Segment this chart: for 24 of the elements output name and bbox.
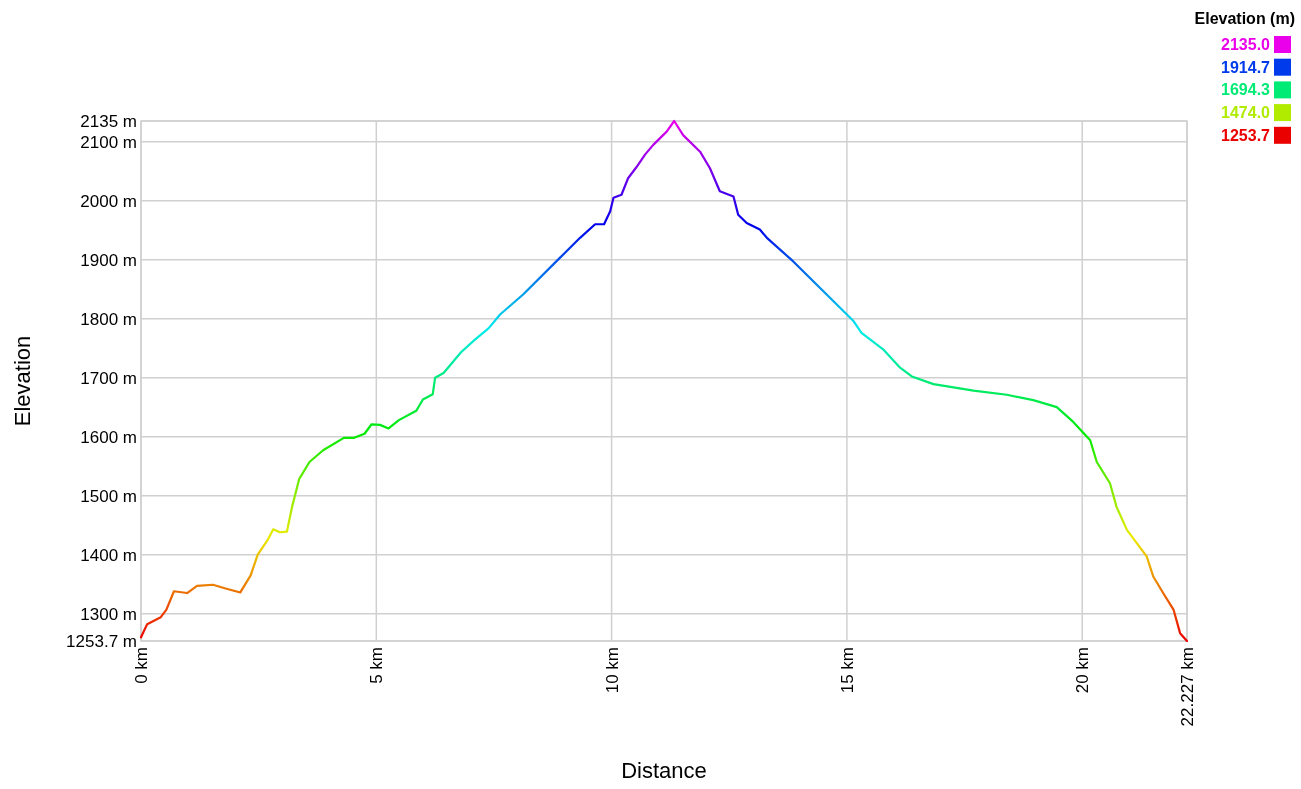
- color-bar-label: 1253.7: [1221, 126, 1271, 144]
- y-tick-label: 1500 m: [80, 486, 137, 506]
- y-tick-label: 1700 m: [80, 368, 137, 388]
- x-tick-label: 5 km: [367, 647, 387, 684]
- color-bar-label: 1474.0: [1221, 104, 1271, 122]
- y-tick-label: 1400 m: [80, 545, 137, 565]
- x-tick-label: 20 km: [1073, 647, 1093, 694]
- y-tick-label: 1900 m: [80, 250, 137, 270]
- y-tick-label: 1800 m: [80, 309, 137, 329]
- x-tick-label: 22.227 km: [1177, 647, 1197, 727]
- y-tick-label: 1300 m: [80, 604, 137, 624]
- color-bar-label: 1914.7: [1221, 58, 1271, 76]
- x-tick-label: 10 km: [602, 647, 622, 694]
- y-axis-title: Elevation: [10, 335, 35, 427]
- color-bar-label: 1694.3: [1221, 81, 1271, 99]
- color-bar-label: 2135.0: [1221, 36, 1271, 53]
- color-bar-title: Elevation (m): [1194, 10, 1295, 27]
- y-tick-label: 1600 m: [80, 427, 137, 447]
- line-series: [139, 119, 1189, 643]
- y-tick-label: 2000 m: [80, 191, 137, 211]
- x-tick-label: 15 km: [837, 647, 857, 694]
- y-tick-label: 2135 m: [80, 111, 137, 131]
- x-axis-title: Distance: [621, 758, 707, 783]
- y-tick-label: 2100 m: [80, 132, 137, 152]
